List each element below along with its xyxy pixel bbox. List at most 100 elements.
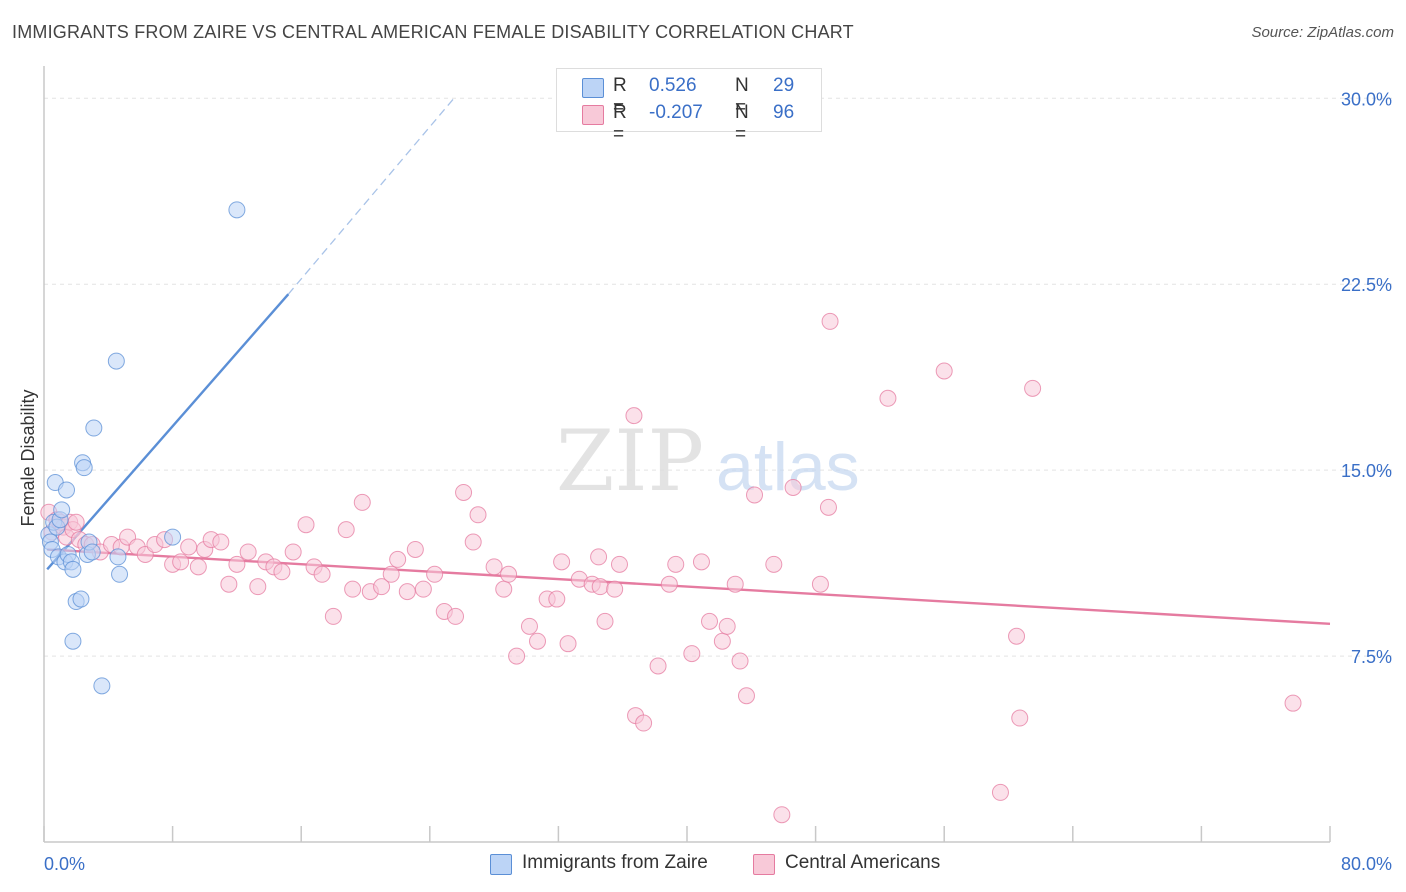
data-point <box>111 565 129 583</box>
data-point <box>811 575 829 593</box>
data-point <box>239 543 257 561</box>
data-point <box>784 479 802 497</box>
axes <box>43 66 1331 843</box>
data-point <box>596 612 614 630</box>
data-point <box>495 580 513 598</box>
y-axis-label: Female Disability <box>18 389 38 526</box>
data-point <box>382 565 400 583</box>
data-point <box>313 565 331 583</box>
legend-r-label: R = <box>613 75 627 118</box>
data-point <box>464 533 482 551</box>
data-point <box>373 578 391 596</box>
data-point <box>559 635 577 653</box>
data-point <box>389 550 407 568</box>
data-point <box>1284 694 1302 712</box>
data-point <box>606 580 624 598</box>
bottom-legend: Immigrants from Zaire Central Americans <box>0 852 1406 878</box>
data-point <box>180 538 198 556</box>
trend-line-zaire-extension <box>287 97 455 295</box>
bottom-legend-swatch-central-americans <box>753 854 775 875</box>
data-points <box>40 201 1302 824</box>
data-point <box>590 548 608 566</box>
data-point <box>172 553 190 571</box>
data-point <box>85 419 103 437</box>
data-point <box>508 647 526 665</box>
grid-lines <box>44 97 1392 657</box>
y-tick-label: 22.5% <box>1341 275 1392 295</box>
data-point <box>455 483 473 501</box>
data-point <box>625 407 643 425</box>
source-label: Source: ZipAtlas.com <box>1251 24 1394 41</box>
data-point <box>109 548 127 566</box>
data-point <box>746 486 764 504</box>
data-point <box>447 607 465 625</box>
data-point <box>164 528 182 546</box>
data-point <box>344 580 362 598</box>
data-point <box>228 555 246 573</box>
x-tick-label: 80.0% <box>1341 854 1392 874</box>
data-point <box>485 558 503 576</box>
data-point <box>228 201 246 219</box>
watermark-zip: ZIP <box>556 412 704 510</box>
legend-n-value: 96 <box>773 102 795 123</box>
y-tick-label: 30.0% <box>1341 89 1392 109</box>
data-point <box>353 493 371 511</box>
data-point <box>469 506 487 524</box>
data-point <box>1008 627 1026 645</box>
data-point <box>879 389 897 407</box>
data-point <box>718 617 736 635</box>
data-point <box>83 543 101 561</box>
data-point <box>726 575 744 593</box>
data-point <box>819 498 837 516</box>
bottom-legend-swatch-zaire <box>490 854 512 875</box>
legend-n-value: 29 <box>773 75 795 96</box>
legend-r-value: 0.526 <box>649 75 697 96</box>
data-point <box>591 578 609 596</box>
data-point <box>773 806 791 824</box>
data-point <box>337 521 355 539</box>
data-point <box>667 555 685 573</box>
data-point <box>53 501 71 519</box>
data-point <box>713 632 731 650</box>
tick-labels: 7.5% 15.0% 22.5% 30.0% 0.0% 80.0% <box>44 89 1392 874</box>
data-point <box>67 513 85 531</box>
data-point <box>64 632 82 650</box>
data-point <box>284 543 302 561</box>
y-tick-label: 15.0% <box>1341 461 1392 481</box>
trend-line-zaire <box>46 293 290 571</box>
data-point <box>649 657 667 675</box>
data-point <box>529 632 547 650</box>
data-point <box>683 645 701 663</box>
data-point <box>991 783 1009 801</box>
data-point <box>731 652 749 670</box>
data-point <box>220 575 238 593</box>
data-point <box>189 558 207 576</box>
data-point <box>64 560 82 578</box>
data-point <box>297 516 315 534</box>
legend-r-value: -0.207 <box>649 102 703 123</box>
data-point <box>72 590 90 608</box>
data-point <box>520 617 538 635</box>
x-tick-label: 0.0% <box>44 854 85 874</box>
data-point <box>398 583 416 601</box>
legend-n-label: N = <box>735 102 749 145</box>
legend-n-label: N = <box>735 75 749 118</box>
data-point <box>548 590 566 608</box>
data-point <box>324 607 342 625</box>
data-point <box>75 459 93 477</box>
data-point <box>737 687 755 705</box>
data-point <box>249 578 267 596</box>
data-point <box>500 565 518 583</box>
legend-swatch-central-americans <box>582 105 604 125</box>
data-point <box>701 612 719 630</box>
data-point <box>935 362 953 380</box>
data-point <box>58 481 76 499</box>
data-point <box>93 677 111 695</box>
bottom-legend-label-central-americans: Central Americans <box>785 852 941 873</box>
data-point <box>1011 709 1029 727</box>
chart-title: IMMIGRANTS FROM ZAIRE VS CENTRAL AMERICA… <box>12 22 854 42</box>
data-point <box>821 312 839 330</box>
data-point <box>660 575 678 593</box>
data-point <box>765 555 783 573</box>
